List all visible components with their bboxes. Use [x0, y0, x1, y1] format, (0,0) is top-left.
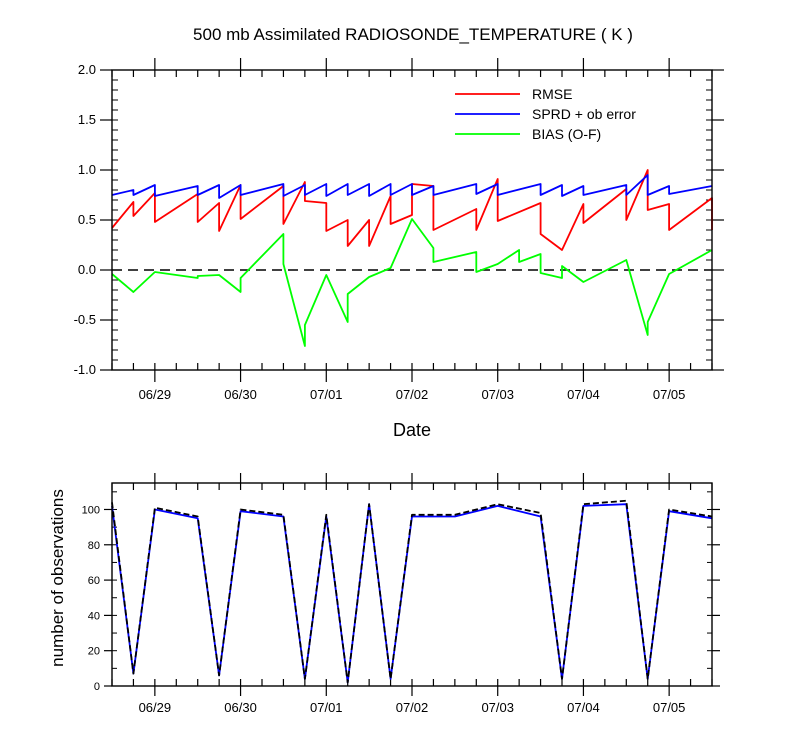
y-tick-label: -1.0 [74, 362, 96, 377]
series-line-assimilated [111, 503, 713, 684]
y-axis-label-observations: number of observations [48, 489, 67, 667]
x-tick-label: 06/30 [224, 700, 257, 715]
top-chart: 500 mb Assimilated RADIOSONDE_TEMPERATUR… [74, 25, 724, 440]
y-tick-label: -0.5 [74, 312, 96, 327]
x-tick-label: 07/04 [567, 387, 600, 402]
y-tick-label: 0.0 [78, 262, 96, 277]
x-tick-label: 07/04 [567, 700, 600, 715]
y-tick-label: 80 [88, 540, 100, 552]
legend-label: SPRD + ob error [532, 106, 636, 122]
legend-label: RMSE [532, 86, 572, 102]
y-tick-label: 100 [82, 504, 100, 516]
y-tick-label: 0.5 [78, 212, 96, 227]
bottom-chart: 06/29 06/30 07/01 07/02 07/03 07/04 07/05 0 20 40… [48, 473, 720, 715]
x-tick-label: 07/05 [653, 700, 686, 715]
bottom-plot-frame [111, 482, 713, 687]
top-plot-frame [111, 69, 713, 371]
y-tick-label: 40 [88, 610, 100, 622]
x-tick-label: 07/03 [481, 387, 514, 402]
y-tick-label: 20 [88, 646, 100, 658]
y-tick-label: 2.0 [78, 62, 96, 77]
y-tick-label: 60 [88, 575, 100, 587]
series-line-bias-o-f [111, 218, 713, 347]
y-tick-label: 1.5 [78, 112, 96, 127]
chart-title: 500 mb Assimilated RADIOSONDE_TEMPERATUR… [193, 25, 633, 44]
top-series-group [111, 169, 713, 347]
x-tick-label: 07/02 [396, 387, 429, 402]
legend: RMSE SPRD + ob error BIAS (O-F) [455, 86, 636, 142]
bottom-series-group [111, 499, 713, 684]
series-line-possible [111, 499, 713, 684]
x-tick-label: 07/01 [310, 700, 343, 715]
y-tick-label: 1.0 [78, 162, 96, 177]
y-tick-label: 0 [94, 681, 100, 693]
legend-label: BIAS (O-F) [532, 126, 601, 142]
top-axes: 06/29 06/30 07/01 07/02 07/03 07/04 07/05 -1.0 -… [74, 58, 724, 402]
x-tick-label: 06/29 [139, 700, 172, 715]
x-tick-label: 06/29 [139, 387, 172, 402]
x-axis-label: Date [393, 420, 431, 440]
x-tick-label: 07/01 [310, 387, 343, 402]
x-tick-label: 07/05 [653, 387, 686, 402]
series-line-rmse [111, 169, 713, 251]
series-line-sprd-ob-error [111, 174, 713, 199]
x-tick-label: 07/03 [481, 700, 514, 715]
x-tick-label: 07/02 [396, 700, 429, 715]
x-tick-label: 06/30 [224, 387, 257, 402]
